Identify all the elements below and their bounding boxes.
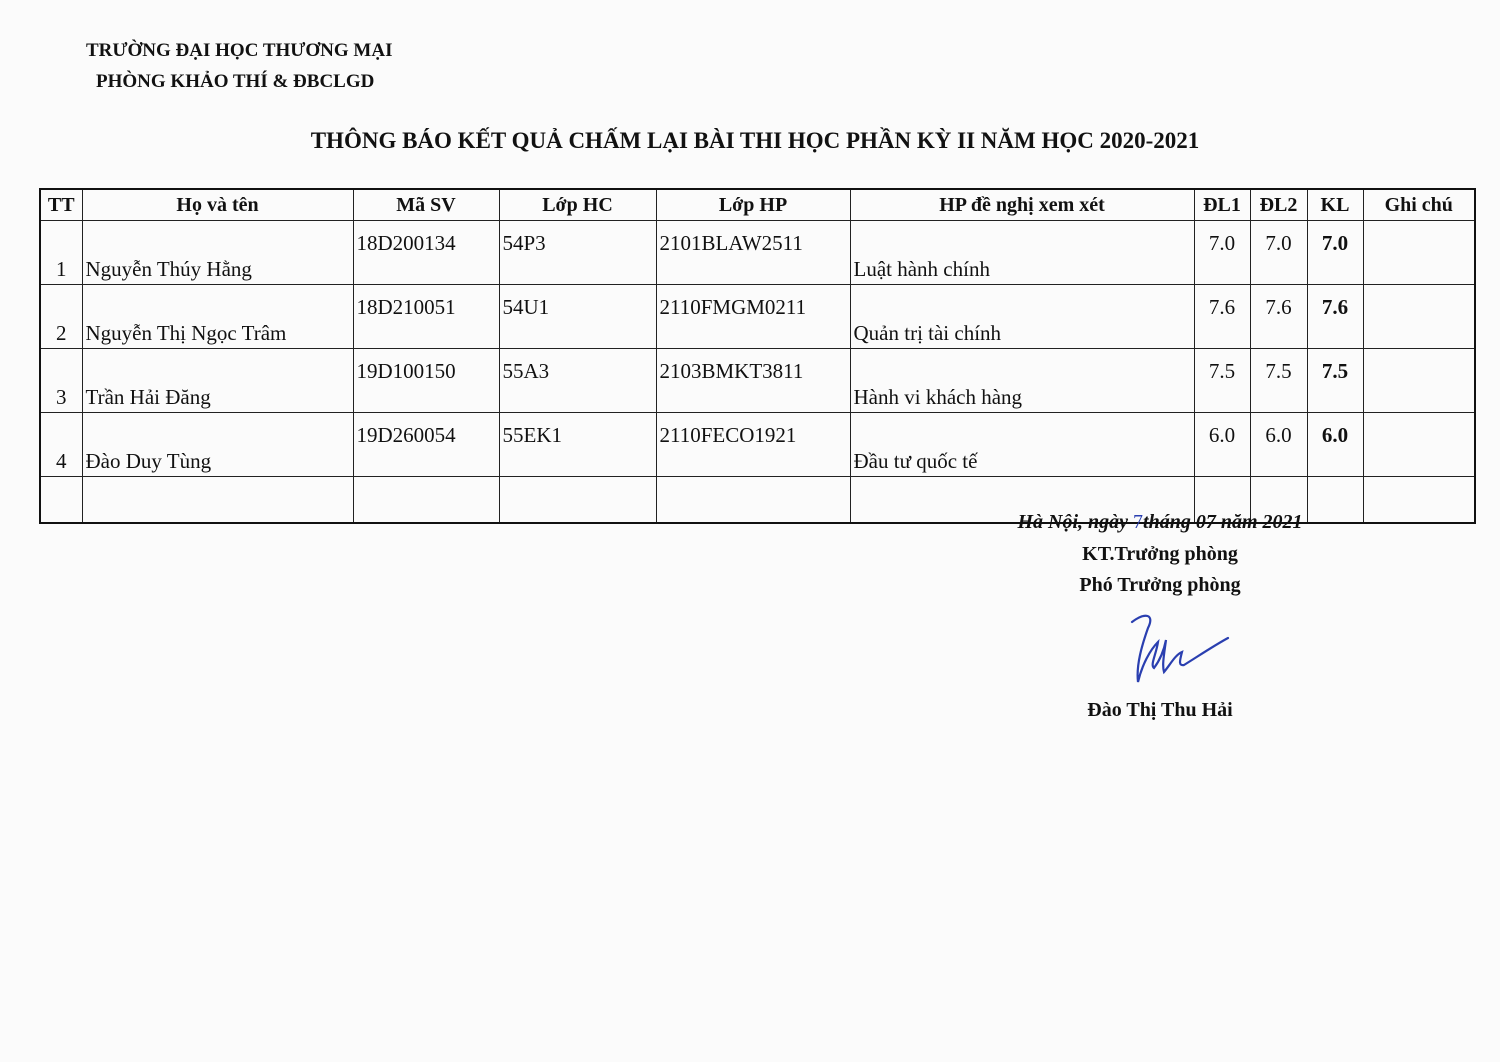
empty-cell <box>849 476 1195 524</box>
column-header: Lớp HC <box>498 188 657 221</box>
table-row: 1 Nguyễn Thúy Hằng 18D200134 54P3 2101BLAW25… <box>39 220 1476 285</box>
role-line-2: Phó Trưởng phòng <box>1079 574 1241 596</box>
cell-lophc: 55EK1 <box>498 412 657 477</box>
cell-dl2: 7.0 <box>1249 220 1308 285</box>
column-header: TT <box>39 188 83 221</box>
column-header: KL <box>1306 188 1364 221</box>
cell-dl2: 7.6 <box>1249 284 1308 349</box>
cell-dl2: 6.0 <box>1249 412 1308 477</box>
table-row: 3 Trần Hải Đăng 19D100150 55A3 2103BMKT3811 H… <box>39 348 1476 413</box>
cell-lophp: 2110FMGM0211 <box>655 284 851 349</box>
cell-lophp: 2103BMKT3811 <box>655 348 851 413</box>
cell-note <box>1362 348 1476 413</box>
department-name: PHÒNG KHẢO THÍ & ĐBCLGD <box>96 71 375 92</box>
cell-tt: 3 <box>39 348 83 413</box>
column-header: Lớp HP <box>655 188 851 221</box>
cell-dl1: 7.0 <box>1193 220 1251 285</box>
empty-cell <box>39 476 83 524</box>
cell-lophp: 2110FECO1921 <box>655 412 851 477</box>
document-title: THÔNG BÁO KẾT QUẢ CHẤM LẠI BÀI THI HỌC P… <box>310 128 1200 153</box>
cell-name: Trần Hải Đăng <box>81 348 354 413</box>
cell-name: Nguyễn Thúy Hằng <box>81 220 354 285</box>
cell-msv: 19D260054 <box>352 412 500 477</box>
date-line: Hà Nội, ngày 7tháng 07 năm 2021 <box>1000 511 1320 534</box>
column-header: Ghi chú <box>1362 188 1476 221</box>
date-suffix: tháng 07 năm 2021 <box>1143 511 1303 533</box>
empty-cell <box>81 476 354 524</box>
table-header-row: TT Họ và tên Mã SV Lớp HC Lớp HP HP đề nghị x… <box>39 188 1476 221</box>
table-row: 4 Đào Duy Tùng 19D260054 55EK1 2110FECO1921 Đ… <box>39 412 1476 477</box>
university-name: TRƯỜNG ĐẠI HỌC THƯƠNG MẠI <box>86 40 393 61</box>
empty-cell <box>1362 476 1476 524</box>
empty-cell <box>655 476 851 524</box>
cell-dl1: 7.6 <box>1193 284 1251 349</box>
cell-hp: Đầu tư quốc tế <box>849 412 1195 477</box>
cell-hp: Luật hành chính <box>849 220 1195 285</box>
cell-lophp: 2101BLAW2511 <box>655 220 851 285</box>
column-header: ĐL2 <box>1249 188 1308 221</box>
empty-cell <box>1193 476 1251 524</box>
column-header: Mã SV <box>352 188 500 221</box>
cell-name: Nguyễn Thị Ngọc Trâm <box>81 284 354 349</box>
cell-msv: 19D100150 <box>352 348 500 413</box>
cell-dl2: 7.5 <box>1249 348 1308 413</box>
cell-kl: 6.0 <box>1306 412 1364 477</box>
cell-hp: Quản trị tài chính <box>849 284 1195 349</box>
cell-msv: 18D210051 <box>352 284 500 349</box>
cell-kl: 7.5 <box>1306 348 1364 413</box>
cell-note <box>1362 412 1476 477</box>
cell-lophc: 55A3 <box>498 348 657 413</box>
cell-lophc: 54U1 <box>498 284 657 349</box>
empty-cell <box>1306 476 1364 524</box>
column-header: HP đề nghị xem xét <box>849 188 1195 221</box>
table-row: 2 Nguyễn Thị Ngọc Trâm 18D210051 54U1 2110FM… <box>39 284 1476 349</box>
empty-cell <box>498 476 657 524</box>
date-prefix: Hà Nội, ngày <box>1017 511 1134 533</box>
cell-dl1: 7.5 <box>1193 348 1251 413</box>
cell-note <box>1362 284 1476 349</box>
empty-cell <box>1249 476 1308 524</box>
cell-msv: 18D200134 <box>352 220 500 285</box>
cell-hp: Hành vi khách hàng <box>849 348 1195 413</box>
cell-tt: 2 <box>39 284 83 349</box>
cell-dl1: 6.0 <box>1193 412 1251 477</box>
cell-lophc: 54P3 <box>498 220 657 285</box>
column-header: Họ và tên <box>81 188 354 221</box>
cell-tt: 1 <box>39 220 83 285</box>
signature-image <box>1130 614 1230 683</box>
cell-note <box>1362 220 1476 285</box>
results-table: TT Họ và tên Mã SV Lớp HC Lớp HP HP đề nghị x… <box>39 188 1476 524</box>
cell-tt: 4 <box>39 412 83 477</box>
column-header: ĐL1 <box>1193 188 1251 221</box>
cell-kl: 7.6 <box>1306 284 1364 349</box>
signer-name: Đào Thị Thu Hải <box>1087 699 1233 721</box>
role-line-1: KT.Trưởng phòng <box>1082 543 1238 565</box>
empty-row <box>39 476 1476 524</box>
cell-name: Đào Duy Tùng <box>81 412 354 477</box>
empty-cell <box>352 476 500 524</box>
cell-kl: 7.0 <box>1306 220 1364 285</box>
handwritten-day: 7 <box>1133 511 1144 533</box>
